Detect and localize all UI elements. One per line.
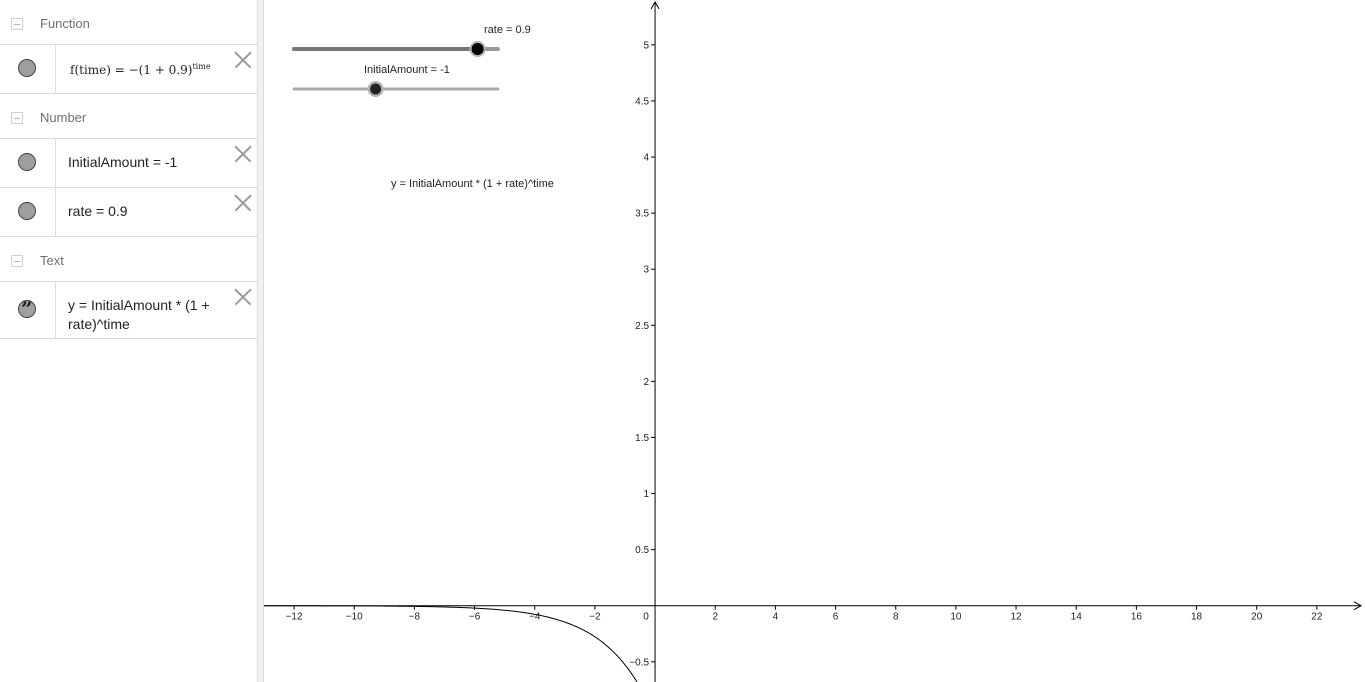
x-tick-label: 18: [1191, 612, 1203, 623]
x-tick-label: −6: [469, 612, 481, 623]
slider-rate-label: rate = 0.9: [484, 24, 531, 36]
group-header-text[interactable]: Text: [0, 237, 257, 282]
marble-cell: [0, 139, 56, 187]
algebra-view: Function f(time) = −(1 + 0.9)time Number…: [0, 0, 257, 682]
slider-rate-knob[interactable]: [471, 43, 484, 55]
view-divider[interactable]: [257, 0, 264, 682]
visibility-toggle-icon[interactable]: [18, 153, 36, 171]
collapse-icon[interactable]: [11, 255, 23, 267]
slider-initialamount-label: InitialAmount = -1: [364, 64, 450, 76]
x-tick-label: 22: [1311, 612, 1323, 623]
y-tick-label: 3: [644, 265, 650, 276]
x-tick-label: 6: [833, 612, 839, 623]
collapse-icon[interactable]: [11, 18, 23, 30]
collapse-icon[interactable]: [11, 112, 23, 124]
x-tick-label: −4: [529, 612, 541, 623]
y-tick-label: 4.5: [635, 96, 649, 107]
delete-icon[interactable]: [234, 145, 252, 163]
axes: [264, 0, 1363, 682]
function-exponent: time: [192, 62, 211, 71]
visibility-toggle-icon[interactable]: [18, 202, 36, 220]
y-tick-label: 1: [644, 489, 650, 500]
y-ticks: 5 4.5 4 3.5 3 2.5 2 1.5 1 0.5 −0.5: [629, 40, 656, 668]
marble-cell: [0, 188, 56, 236]
text-definition-line2: rate)^time: [68, 316, 130, 332]
y-tick-label: 2: [644, 377, 650, 388]
y-tick-label: 5: [644, 40, 650, 51]
text-definition-line1: y = InitialAmount * (1 +: [68, 297, 210, 313]
delete-icon[interactable]: [234, 288, 252, 306]
y-tick-label: 4: [644, 153, 650, 164]
x-ticks: −12 −10 −8 −6 −4 −2 0 2 4 6 8 10 12 14 16 18 20 22: [286, 605, 1323, 623]
x-tick-label: 12: [1010, 612, 1022, 623]
x-tick-label: 8: [893, 612, 899, 623]
initialamount-definition[interactable]: InitialAmount = -1: [68, 154, 178, 170]
x-tick-label: 10: [950, 612, 962, 623]
marble-cell: [0, 282, 56, 338]
x-tick-label: 2: [712, 612, 718, 623]
x-tick-label: −2: [589, 612, 601, 623]
x-tick-label: −8: [409, 612, 421, 623]
x-tick-label: −12: [286, 612, 303, 623]
algebra-item-text[interactable]: y = InitialAmount * (1 + rate)^time: [0, 281, 257, 339]
rate-definition[interactable]: rate = 0.9: [68, 203, 128, 219]
algebra-item-rate[interactable]: rate = 0.9: [0, 187, 257, 237]
function-definition[interactable]: f(time) = −(1 + 0.9)time: [70, 62, 211, 77]
x-tick-label: 16: [1131, 612, 1143, 623]
text-definition[interactable]: y = InitialAmount * (1 + rate)^time: [68, 296, 210, 334]
function-expression: f(time) = −(1 + 0.9): [70, 63, 193, 77]
slider-initialamount-knob[interactable]: [370, 83, 382, 95]
group-header-number[interactable]: Number: [0, 94, 257, 139]
x-tick-label: 0: [643, 612, 649, 623]
text-visibility-toggle-icon[interactable]: [18, 297, 36, 321]
group-title-text: Text: [40, 253, 64, 268]
slider-initialamount[interactable]: InitialAmount = -1: [292, 64, 500, 97]
x-tick-label: 20: [1251, 612, 1263, 623]
delete-icon[interactable]: [234, 194, 252, 212]
graph-text-object[interactable]: y = InitialAmount * (1 + rate)^time: [391, 178, 554, 190]
y-tick-label: 0.5: [635, 545, 649, 556]
graphics-view[interactable]: −12 −10 −8 −6 −4 −2 0 2 4 6 8 10 12 14 16 18 20 22 54.543…: [264, 0, 1365, 682]
algebra-item-function[interactable]: f(time) = −(1 + 0.9)time: [0, 44, 257, 94]
algebra-item-initialamount[interactable]: InitialAmount = -1: [0, 138, 257, 188]
marble-cell: [0, 45, 56, 93]
x-tick-label: −10: [346, 612, 363, 623]
visibility-toggle-icon[interactable]: [18, 59, 36, 77]
group-title-number: Number: [40, 110, 87, 125]
y-tick-label: −0.5: [629, 657, 649, 668]
function-curve[interactable]: [264, 605, 647, 682]
y-tick-label: 2.5: [635, 321, 649, 332]
y-tick-label: 3.5: [635, 209, 649, 220]
group-title-function: Function: [40, 16, 90, 31]
slider-rate[interactable]: rate = 0.9: [292, 24, 531, 57]
x-tick-label: 4: [773, 612, 779, 623]
group-header-function[interactable]: Function: [0, 0, 257, 45]
x-axis-arrow-icon: [1353, 601, 1363, 611]
delete-icon[interactable]: [234, 51, 252, 69]
y-axis-arrow-icon: [650, 0, 660, 10]
x-tick-label: 14: [1071, 612, 1083, 623]
y-tick-label: 1.5: [635, 433, 649, 444]
